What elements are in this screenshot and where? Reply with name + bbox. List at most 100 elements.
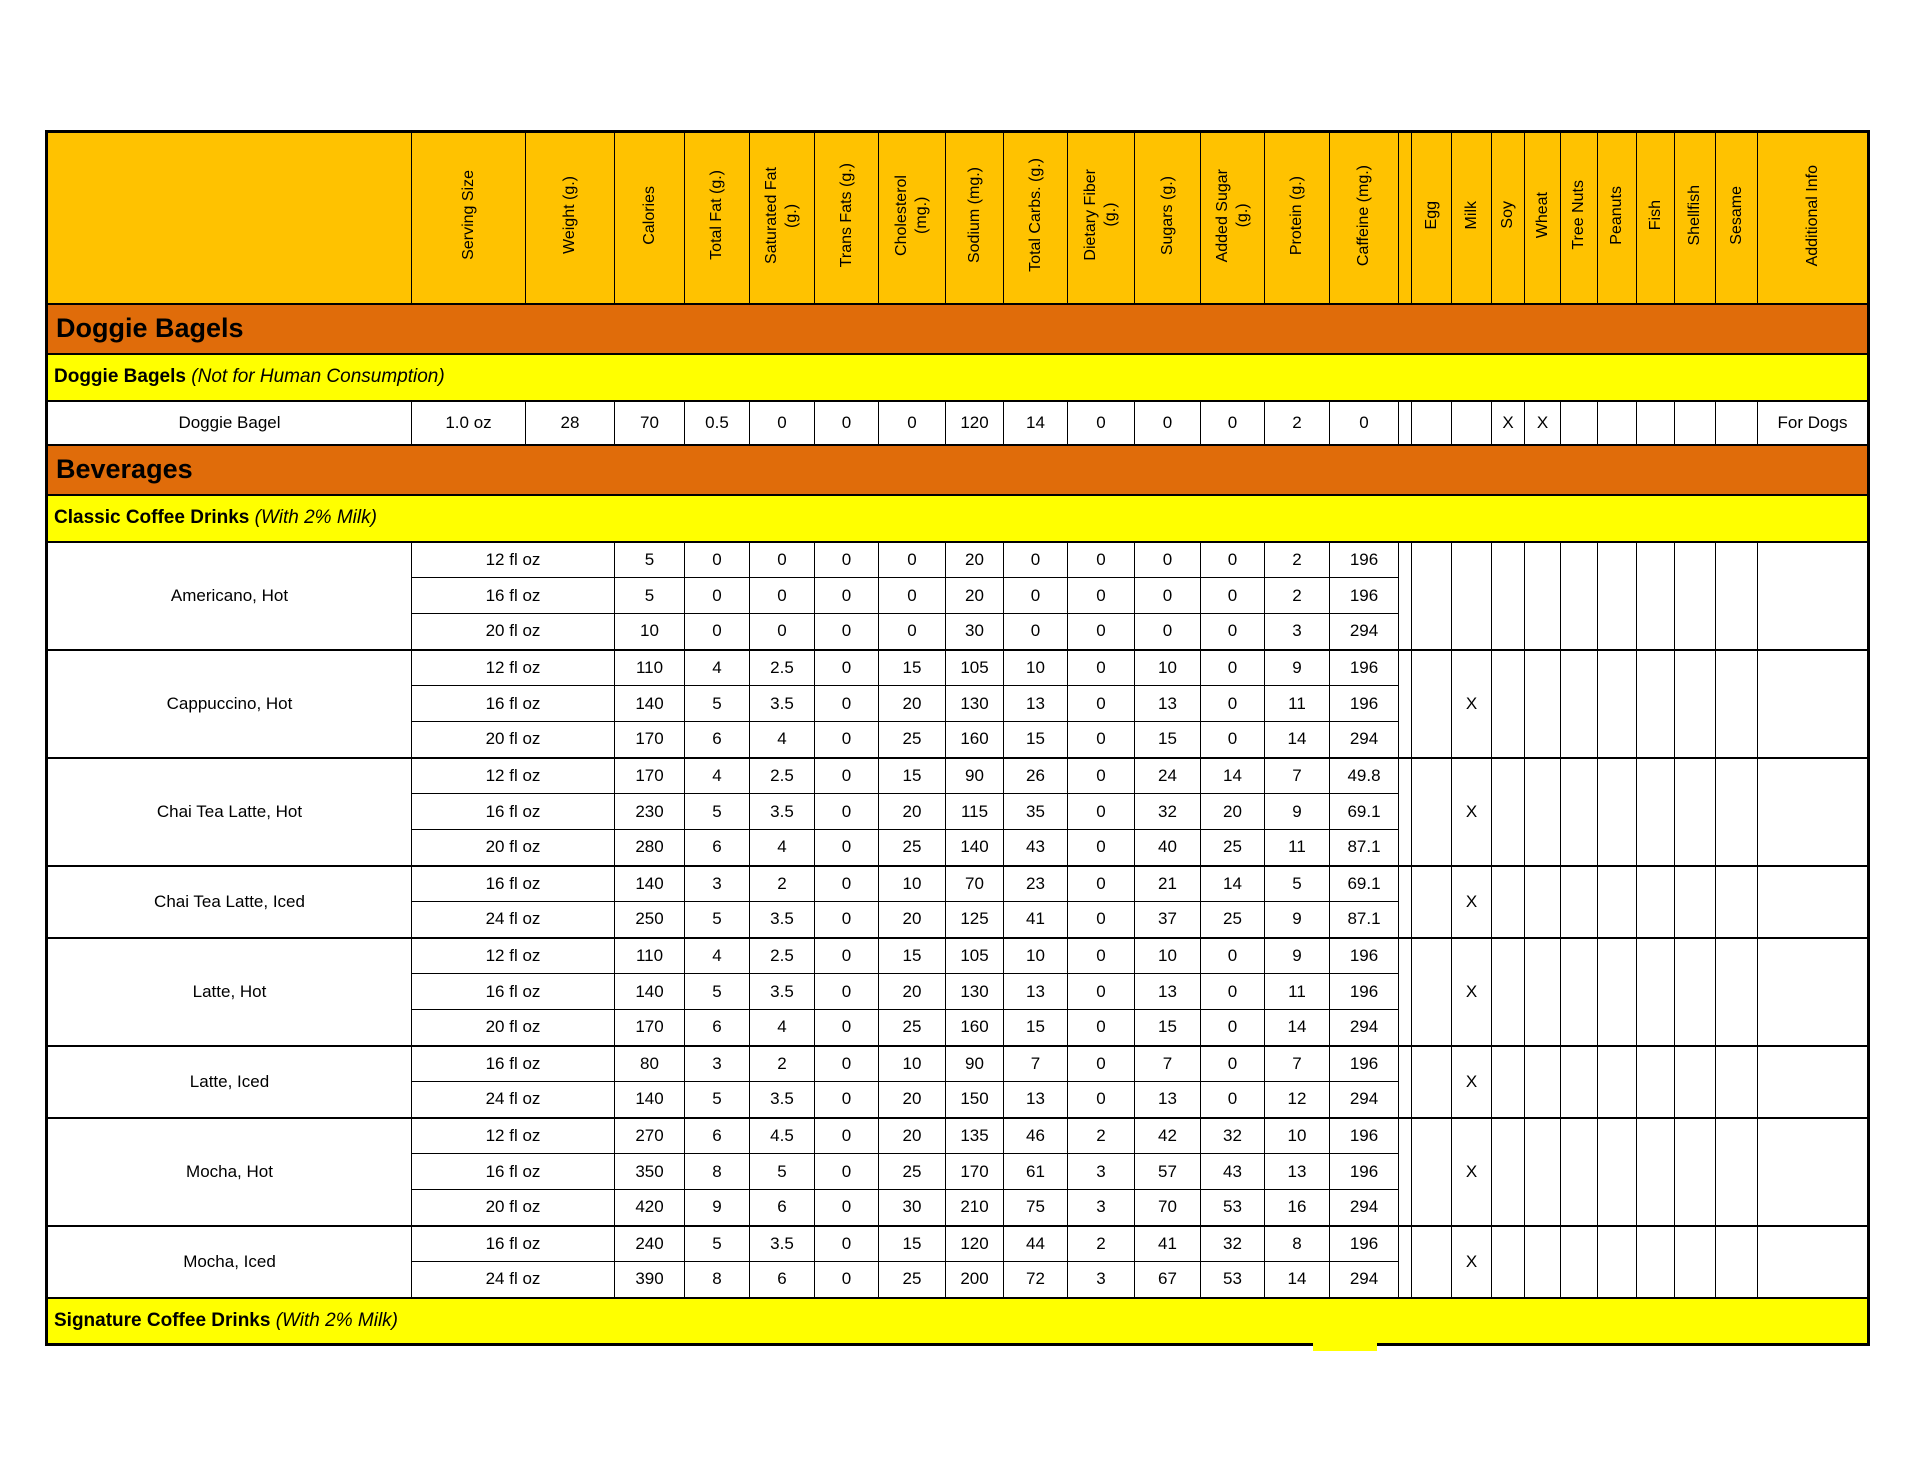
allergen-wheat [1524, 1116, 1561, 1226]
serving-size-cell: 16 fl oz [411, 1153, 615, 1190]
value-sugars-g: 10 [1134, 648, 1201, 686]
value-calories: 270 [614, 1116, 685, 1154]
allergen-peanuts [1597, 540, 1637, 650]
value-sodium-mg: 90 [945, 1044, 1004, 1082]
value-total-carbs-g: 44 [1003, 1224, 1068, 1262]
value-saturated-fat-g: 0 [749, 613, 815, 650]
allergen-egg [1411, 1116, 1452, 1226]
section-title: Doggie Bagels [46, 302, 1869, 355]
value-trans-fats-g: 0 [814, 648, 879, 686]
item-row-mocha-iced-16-fl-oz: Mocha, Iced 16 fl oz 240 5 3.5 0 15 120 44 2 41 32 8… [46, 1224, 1869, 1298]
value-protein-g: 14 [1264, 1009, 1330, 1046]
allergen-shellfish [1674, 540, 1716, 650]
value-saturated-fat-g: 0 [749, 577, 815, 614]
value-sodium-mg: 105 [945, 936, 1004, 974]
col-header-label: Sugars (g.) [1158, 175, 1176, 255]
serving-size-cell: 24 fl oz [411, 1081, 615, 1118]
col-header-total-carbs-g: Total Carbs. (g.) [1003, 131, 1068, 304]
value-sugars-g: 13 [1134, 973, 1201, 1010]
allergen-fish [1636, 540, 1675, 650]
allergen-fish [1636, 864, 1675, 938]
value-dietary-fiber-g: 0 [1067, 399, 1135, 445]
item-name: Latte, Iced [46, 1044, 412, 1118]
value-caffeine-mg: 196 [1329, 540, 1399, 578]
value-total-fat-g: 6 [684, 1116, 750, 1154]
value-calories: 240 [614, 1224, 685, 1262]
value-total-carbs-g: 14 [1003, 399, 1068, 445]
value-total-carbs-g: 13 [1003, 1081, 1068, 1118]
value-sugars-g: 32 [1134, 793, 1201, 830]
value-protein-g: 13 [1264, 1153, 1330, 1190]
col-header-label: Serving Size [459, 170, 477, 261]
value-sodium-mg: 30 [945, 613, 1004, 650]
value-total-carbs-g: 61 [1003, 1153, 1068, 1190]
value-total-fat-g: 5 [684, 901, 750, 938]
additional-info-cell [1757, 1224, 1869, 1298]
value-sugars-g: 10 [1134, 936, 1201, 974]
allergen-milk: X [1451, 756, 1492, 866]
col-header-wheat: Wheat [1524, 131, 1561, 304]
subsection-row-classic-coffee-drinks: Classic Coffee Drinks (With 2% Milk) [46, 493, 1869, 543]
value-caffeine-mg: 196 [1329, 1116, 1399, 1154]
value-caffeine-mg: 196 [1329, 973, 1399, 1010]
item-row-chai-tea-latte-hot-20-fl-oz: 20 fl oz 280 6 4 0 25 140 43 0 40 25 11 87.1 [47, 829, 1869, 866]
value-saturated-fat-g: 4.5 [749, 1116, 815, 1154]
value-cholesterol-mg: 20 [878, 1081, 946, 1118]
value-cholesterol-mg: 15 [878, 1224, 946, 1262]
allergen-wheat [1524, 1044, 1561, 1118]
value-added-sugar-g: 0 [1200, 613, 1265, 650]
allergen-tree-nuts [1560, 1224, 1598, 1298]
col-header-cholesterol-mg: Cholesterol (mg.) [878, 131, 946, 304]
value-total-carbs-g: 41 [1003, 901, 1068, 938]
value-protein-g: 11 [1264, 973, 1330, 1010]
item-row-chai-tea-latte-hot-12-fl-oz: Chai Tea Latte, Hot 12 fl oz 170 4 2.5 0 15 90 2… [46, 756, 1869, 866]
allergen-shellfish [1674, 936, 1716, 1046]
value-sodium-mg: 70 [945, 864, 1004, 902]
allergen-soy [1491, 756, 1525, 866]
item-row-latte-iced-24-fl-oz: 24 fl oz 140 5 3.5 0 20 150 13 0 13 0 12 294 [47, 1081, 1869, 1118]
value-saturated-fat-g: 6 [749, 1189, 815, 1226]
value-added-sugar-g: 43 [1200, 1153, 1265, 1190]
value-sugars-g: 67 [1134, 1261, 1201, 1298]
value-trans-fats-g: 0 [814, 1009, 879, 1046]
allergen-milk [1451, 540, 1492, 650]
value-calories: 80 [614, 1044, 685, 1082]
value-total-carbs-g: 13 [1003, 973, 1068, 1010]
value-calories: 5 [614, 540, 685, 578]
value-caffeine-mg: 196 [1329, 1044, 1399, 1082]
value-cholesterol-mg: 20 [878, 793, 946, 830]
subsection-note: (Not for Human Consumption) [191, 366, 445, 387]
value-dietary-fiber-g: 0 [1067, 613, 1135, 650]
spacer-cell [1398, 756, 1412, 866]
value-protein-g: 9 [1264, 648, 1330, 686]
value-sugars-g: 0 [1134, 577, 1201, 614]
col-header-shellfish: Shellfish [1674, 131, 1716, 304]
col-header-peanuts: Peanuts [1597, 131, 1637, 304]
value-cholesterol-mg: 25 [878, 1153, 946, 1190]
value-sugars-g: 15 [1134, 1009, 1201, 1046]
value-trans-fats-g: 0 [814, 1224, 879, 1262]
col-header-sesame: Sesame [1715, 131, 1758, 304]
value-protein-g: 11 [1264, 829, 1330, 866]
value-added-sugar-g: 53 [1200, 1261, 1265, 1298]
allergen-peanuts [1597, 864, 1637, 938]
allergen-tree-nuts [1560, 1044, 1598, 1118]
value-total-carbs-g: 7 [1003, 1044, 1068, 1082]
allergen-peanuts [1597, 936, 1637, 1046]
value-sugars-g: 0 [1134, 613, 1201, 650]
allergen-sesame [1715, 648, 1758, 758]
col-header-sodium-mg: Sodium (mg.) [945, 131, 1004, 304]
value-dietary-fiber-g: 0 [1067, 1044, 1135, 1082]
value-total-carbs-g: 0 [1003, 613, 1068, 650]
additional-info-cell [1757, 1116, 1869, 1226]
value-protein-g: 9 [1264, 936, 1330, 974]
value-saturated-fat-g: 3.5 [749, 1081, 815, 1118]
col-header-label: Added Sugar (g.) [1213, 168, 1251, 262]
col-header-label: Peanuts [1608, 185, 1625, 245]
col-header-label: Sodium (mg.) [965, 167, 983, 264]
value-protein-g: 16 [1264, 1189, 1330, 1226]
col-header-caffeine-mg: Caffeine (mg.) [1329, 131, 1399, 304]
value-sodium-mg: 105 [945, 648, 1004, 686]
item-row-doggie-bagel-1-0-oz: Doggie Bagel 1.0 oz 28 70 0.5 0 0 0 120 14 0 0 0 2 0 X X… [46, 399, 1869, 445]
value-total-fat-g: 9 [684, 1189, 750, 1226]
